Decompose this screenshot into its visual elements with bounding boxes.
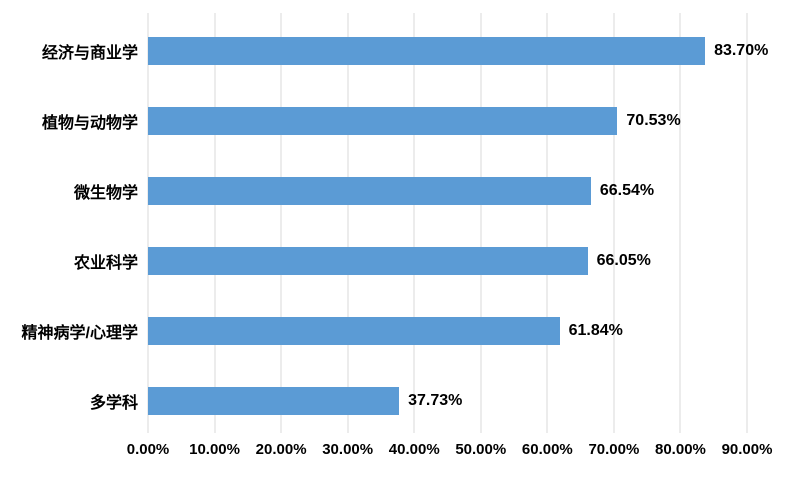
value-label: 66.54%	[599, 182, 655, 199]
x-tick-label: 60.00%	[521, 441, 573, 458]
value-label: 70.53%	[626, 112, 681, 129]
gridline	[746, 13, 748, 433]
x-tick-label: 20.00%	[255, 441, 307, 458]
category-label: 植物与动物学	[41, 115, 138, 132]
category-label: 经济与商业学	[41, 45, 138, 62]
gridlines-layer	[147, 13, 748, 433]
gridline	[679, 13, 681, 433]
category-label: 微生物学	[73, 185, 138, 202]
x-tick-label: 90.00%	[721, 441, 773, 458]
bar-row: 经济与商业学 83.70%	[0, 16, 785, 86]
category-label: 精神病学/心理学	[21, 325, 138, 342]
bar	[148, 247, 588, 275]
x-tick-label: 50.00%	[455, 441, 507, 458]
bar-row: 农业科学 66.05%	[0, 226, 785, 296]
bar	[148, 317, 560, 345]
bar	[148, 37, 706, 65]
x-tick-label: 80.00%	[655, 441, 706, 458]
x-tick-label: 40.00%	[388, 441, 440, 458]
x-tick-label: 30.00%	[322, 441, 374, 458]
gridline	[214, 13, 216, 433]
gridline	[147, 13, 149, 433]
gridline	[280, 13, 282, 433]
bar	[148, 387, 400, 415]
bar-row: 多学科 37.73%	[0, 366, 785, 436]
gridline	[546, 13, 548, 433]
bar	[148, 177, 591, 205]
gridline	[413, 13, 415, 433]
value-label: 61.84%	[568, 322, 623, 339]
bar-row: 植物与动物学 70.53%	[0, 86, 785, 156]
bar-rows: 经济与商业学 83.70% 植物与动物学 70.53% 微生物学 66.54% 农业科学 66…	[0, 16, 785, 436]
x-tick-label: 0.00%	[126, 441, 170, 458]
value-label: 37.73%	[408, 392, 463, 409]
x-tick-label: 10.00%	[189, 441, 240, 458]
category-label: 多学科	[89, 395, 138, 412]
value-label: 66.05%	[596, 252, 651, 269]
gridline	[613, 13, 615, 433]
value-label: 83.70%	[714, 42, 769, 59]
bar-row: 精神病学/心理学 61.84%	[0, 296, 785, 366]
gridline	[480, 13, 482, 433]
x-axis: 0.00% 10.00% 20.00% 30.00% 40.00% 50.00% 60.00…	[127, 441, 773, 463]
category-label: 农业科学	[73, 255, 138, 272]
gridline	[347, 13, 349, 433]
bar-row: 微生物学 66.54%	[0, 156, 785, 226]
x-tick-label: 70.00%	[588, 441, 640, 458]
bar	[148, 107, 618, 135]
